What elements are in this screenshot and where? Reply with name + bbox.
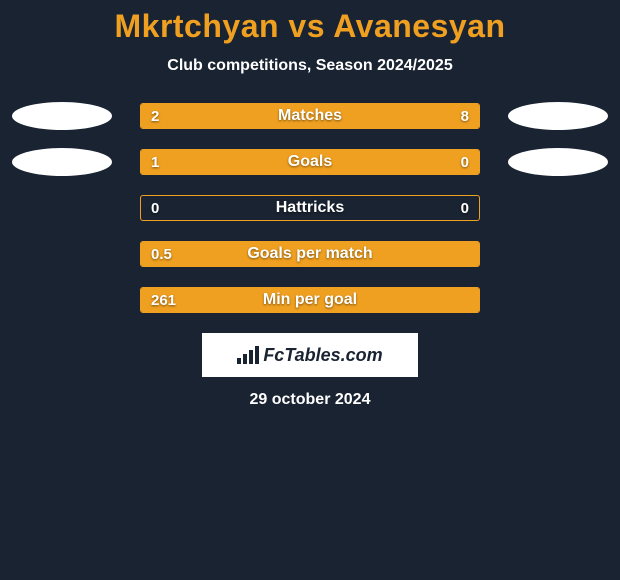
stat-row: 261Min per goal: [0, 287, 620, 313]
chart-bars-icon: [237, 346, 259, 364]
stat-bar: 28Matches: [140, 103, 480, 129]
stat-row: 0.5Goals per match: [0, 241, 620, 267]
stat-label: Matches: [141, 104, 479, 128]
subtitle: Club competitions, Season 2024/2025: [0, 57, 620, 75]
stat-bar: 10Goals: [140, 149, 480, 175]
stat-bar: 00Hattricks: [140, 195, 480, 221]
stat-bar: 261Min per goal: [140, 287, 480, 313]
player-marker-left: [12, 102, 112, 130]
player-marker-right: [508, 148, 608, 176]
comparison-infographic: Mkrtchyan vs Avanesyan Club competitions…: [0, 0, 620, 409]
source-logo: FcTables.com: [202, 333, 418, 377]
stat-row: 10Goals: [0, 149, 620, 175]
stat-label: Hattricks: [141, 196, 479, 220]
spacer: [12, 194, 112, 222]
stat-bar: 0.5Goals per match: [140, 241, 480, 267]
spacer: [508, 240, 608, 268]
date: 29 october 2024: [0, 391, 620, 409]
player-marker-left: [12, 148, 112, 176]
player-marker-right: [508, 102, 608, 130]
stat-label: Goals per match: [141, 242, 479, 266]
stats-list: 28Matches 10Goals 00Hattricks 0.5Goals per …: [0, 103, 620, 313]
spacer: [508, 286, 608, 314]
spacer: [508, 194, 608, 222]
spacer: [12, 286, 112, 314]
stat-row: 00Hattricks: [0, 195, 620, 221]
stat-label: Min per goal: [141, 288, 479, 312]
title: Mkrtchyan vs Avanesyan: [0, 8, 620, 45]
logo-text: FcTables.com: [263, 345, 382, 366]
stat-label: Goals: [141, 150, 479, 174]
stat-row: 28Matches: [0, 103, 620, 129]
spacer: [12, 240, 112, 268]
